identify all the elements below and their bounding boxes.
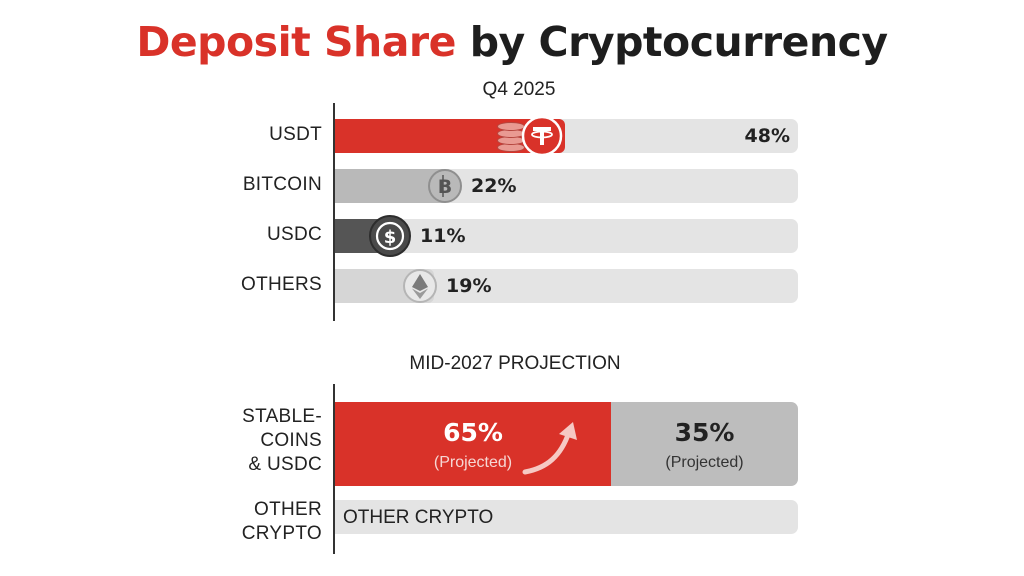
bar-track-others: 19% [335, 269, 798, 303]
value-label-others: 19% [446, 275, 492, 297]
chart-title: Deposit Share by Cryptocurrency [0, 18, 1024, 66]
other-crypto-label-text: OTHER CRYPTO [241, 499, 322, 544]
category-label-stablecoins: STABLE- COINS & USDC [126, 405, 322, 477]
other-crypto-bar: OTHER CRYPTO [335, 500, 798, 534]
projection-value-stablecoins: 65% [443, 418, 503, 447]
svg-text:B: B [438, 176, 452, 198]
category-label-other-crypto: OTHER CRYPTO [126, 498, 322, 546]
bar-track-usdc: $11% [335, 215, 798, 257]
bar-track-usdt: 48% [335, 115, 798, 157]
projection-note-other: (Projected) [665, 454, 744, 471]
projection-value-other: 35% [674, 418, 735, 447]
section-title-projection: MID-2027 PROJECTION [409, 353, 621, 374]
axis-line-q4 [333, 103, 335, 321]
title-accent: Deposit Share [136, 18, 456, 66]
other-crypto-bar-text: OTHER CRYPTO [343, 507, 494, 528]
projection-bar: 65% (Projected) 35% (Projected) [335, 402, 798, 486]
category-label-others: OTHERS [241, 274, 322, 295]
usdc-icon: $ [368, 214, 412, 258]
section-title-q4: Q4 2025 [482, 79, 556, 100]
svg-text:$: $ [384, 227, 397, 248]
bar-track-bitcoin: B 22% [335, 169, 798, 203]
projection-segment-other: 35% (Projected) [611, 402, 798, 486]
category-label-bitcoin: BITCOIN [242, 174, 322, 195]
axis-line-projection [333, 384, 335, 554]
bitcoin-icon: B [427, 168, 463, 204]
category-label-usdt: USDT [269, 124, 322, 145]
category-label-usdc: USDC [266, 224, 322, 245]
ethereum-icon [402, 268, 438, 304]
value-label-bitcoin: 22% [471, 175, 517, 197]
projection-note-stablecoins: (Projected) [433, 454, 513, 471]
tether-icon [521, 115, 563, 157]
value-label-usdc: 11% [420, 225, 466, 247]
projection-segment-stablecoins: 65% (Projected) [335, 402, 611, 486]
title-rest: by Cryptocurrency [469, 18, 888, 66]
stablecoins-label-text: STABLE- COINS & USDC [242, 406, 322, 475]
value-label-usdt: 48% [744, 125, 790, 147]
growth-arrow-icon [522, 422, 577, 475]
